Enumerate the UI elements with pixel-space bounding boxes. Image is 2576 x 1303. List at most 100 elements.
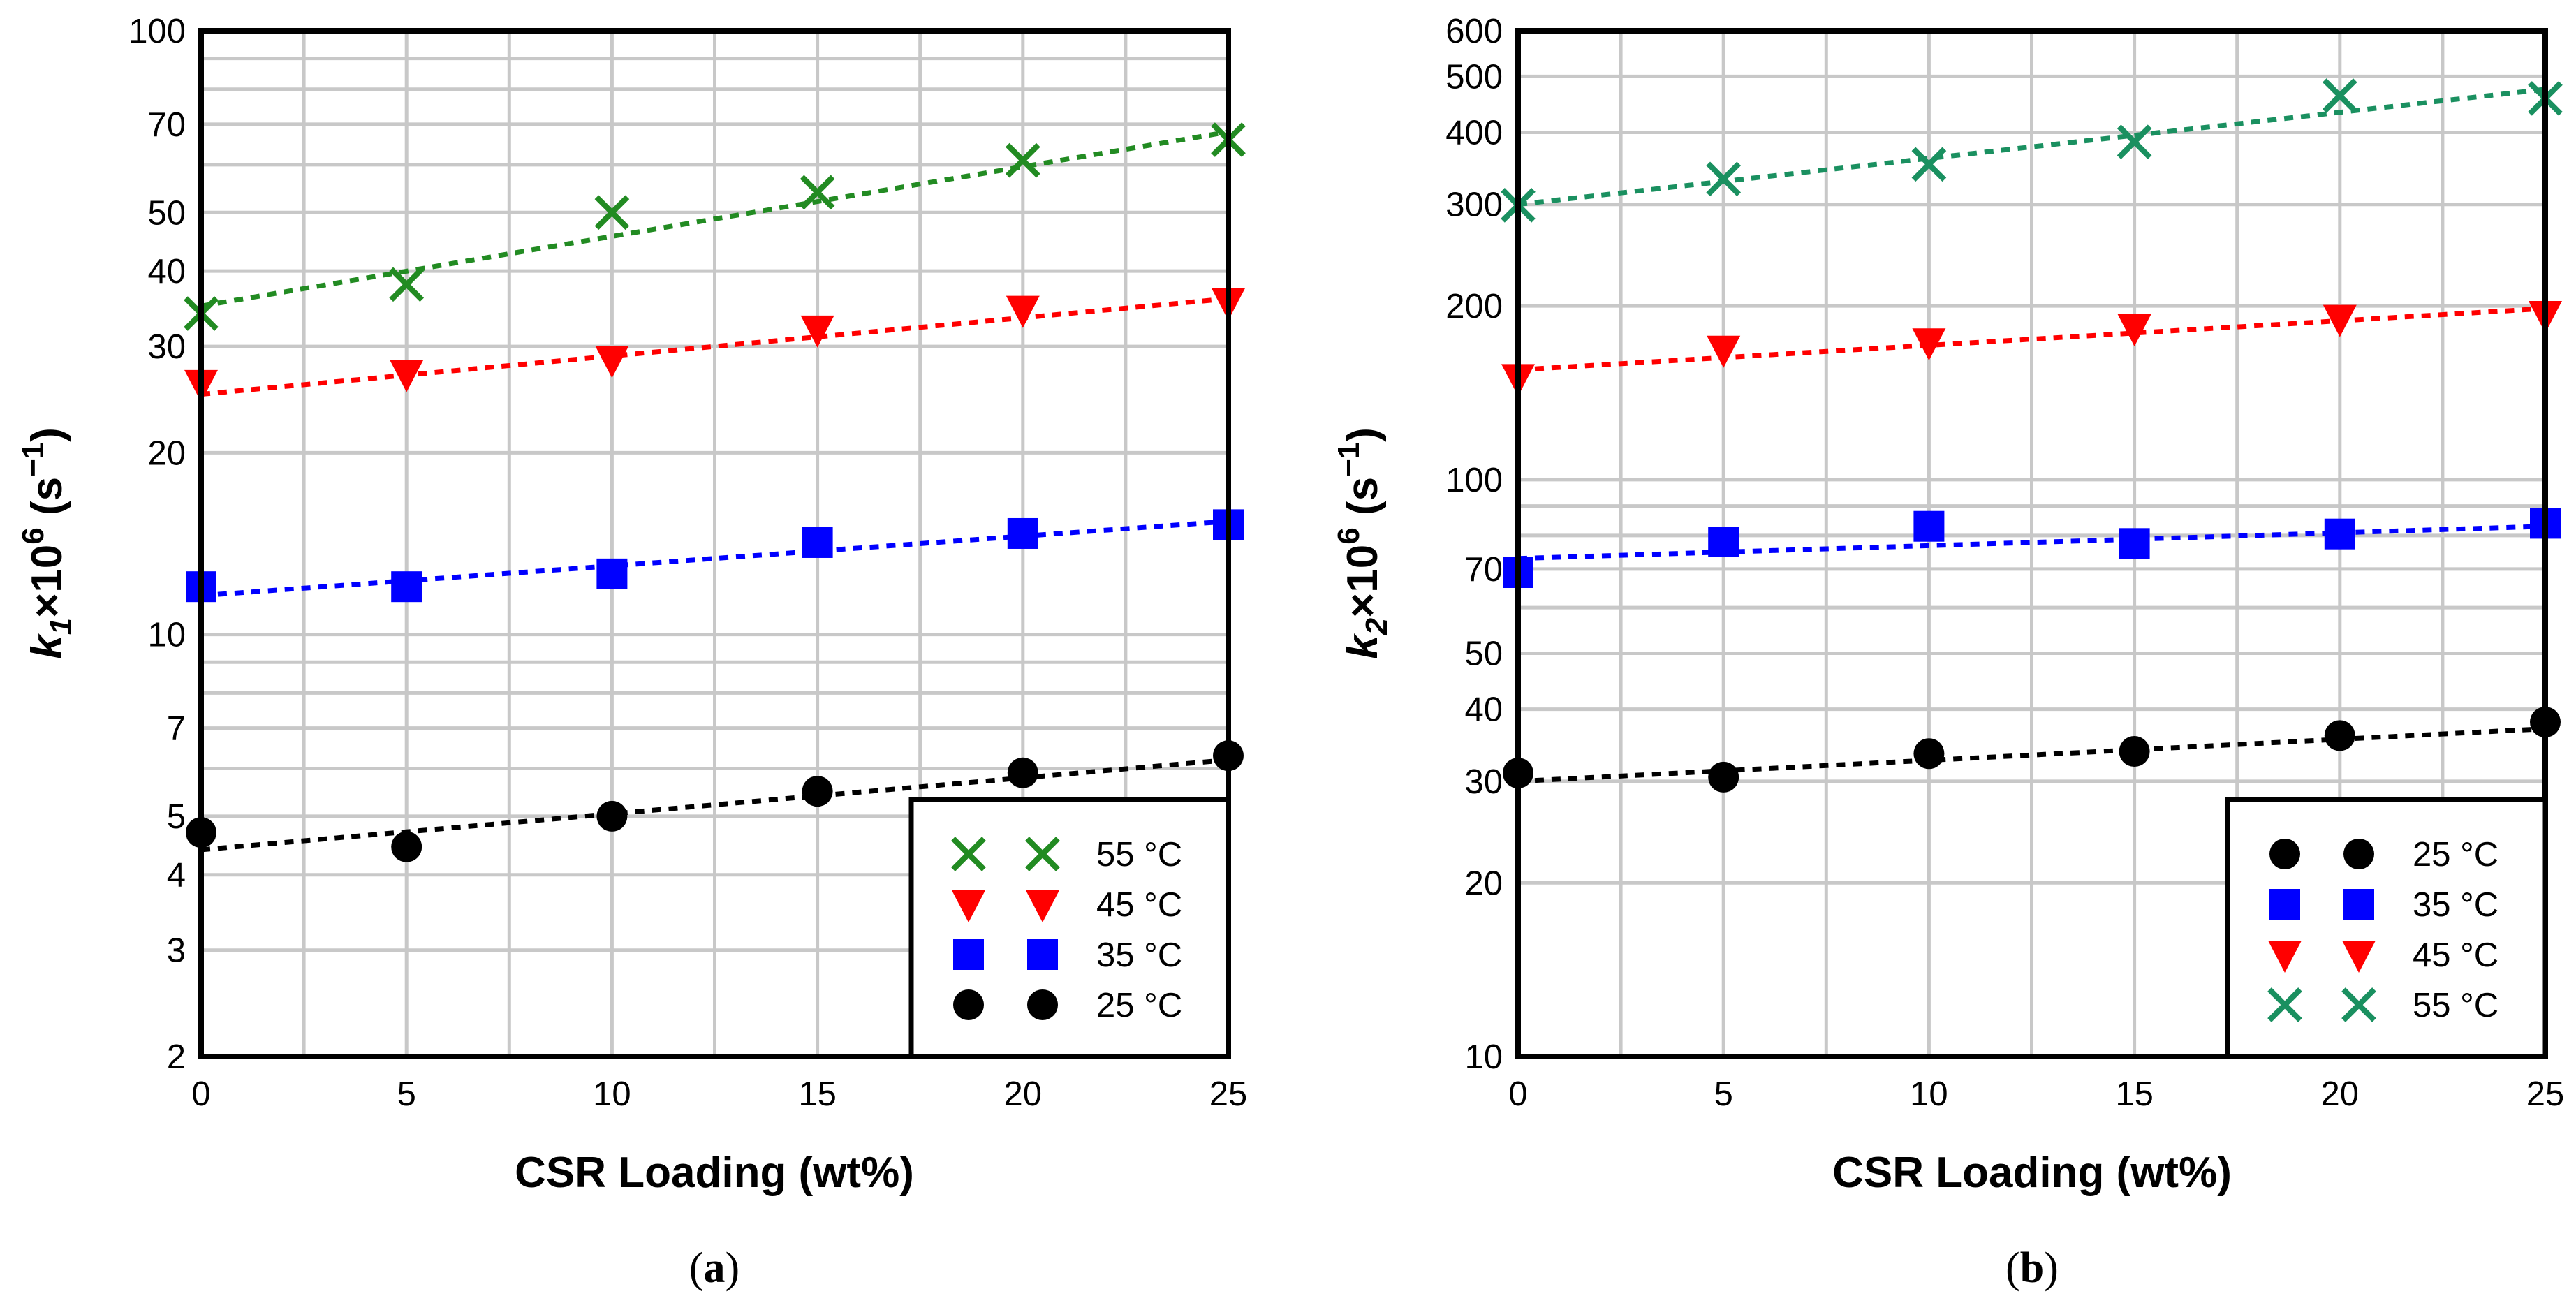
caption: (a) bbox=[689, 1244, 739, 1292]
trend-line bbox=[200, 296, 1229, 397]
y-tick-label: 400 bbox=[1445, 114, 1503, 152]
tick-labels: 0 5 10 15 20 25 10 20 30 40 50 70 100 200 300 400 500 600 bbox=[1445, 13, 2564, 1113]
data-point bbox=[1706, 161, 1742, 197]
y-tick-label: 50 bbox=[1464, 635, 1503, 673]
data-point bbox=[2117, 124, 2152, 160]
y-tick-label: 4 bbox=[167, 857, 186, 895]
y-tick-label: 500 bbox=[1445, 58, 1503, 96]
y-tick-label: 20 bbox=[1464, 864, 1503, 902]
legend: 25 °C 35 °C 45 °C 55 °C bbox=[2225, 797, 2548, 1059]
legend-marker bbox=[2341, 987, 2376, 1022]
data-point bbox=[1913, 738, 1945, 770]
tick-labels: 0 5 10 15 20 25 2 3 4 5 7 10 20 30 40 50 70 100 bbox=[128, 13, 1247, 1113]
y-tick-label: 7 bbox=[167, 710, 186, 748]
trend-lines bbox=[200, 129, 1229, 853]
data-point bbox=[802, 776, 833, 807]
y-tick-label: 3 bbox=[167, 932, 186, 970]
data-point bbox=[2323, 304, 2357, 337]
legend-label: 35 °C bbox=[2413, 886, 2498, 924]
legend-marker bbox=[952, 890, 985, 922]
x-tick-label: 25 bbox=[2526, 1075, 2565, 1113]
y-tick-label: 50 bbox=[147, 194, 186, 232]
data-point bbox=[596, 558, 628, 589]
data-point bbox=[1005, 142, 1040, 178]
data-point bbox=[2322, 78, 2357, 113]
legend-marker bbox=[2267, 987, 2302, 1022]
data-point bbox=[1708, 527, 1739, 558]
data-point bbox=[1007, 757, 1038, 788]
trend-line bbox=[1517, 306, 2546, 373]
legend-label: 55 °C bbox=[1096, 836, 1182, 874]
x-axis-title: CSR Loading (wt%) bbox=[1832, 1149, 2232, 1197]
x-tick-label: 10 bbox=[1910, 1075, 1948, 1113]
trend-line bbox=[1517, 726, 2546, 784]
y-tick-label: 100 bbox=[1445, 462, 1503, 499]
legend-marker bbox=[2343, 889, 2374, 920]
legend-marker bbox=[1027, 989, 1058, 1020]
x-tick-label: 15 bbox=[798, 1075, 837, 1113]
legend-marker bbox=[2269, 889, 2300, 920]
x-tick-label: 5 bbox=[1714, 1075, 1733, 1113]
data-point bbox=[594, 195, 630, 230]
legend-label: 45 °C bbox=[1096, 886, 1182, 924]
y-tick-label: 70 bbox=[147, 106, 186, 144]
data-point bbox=[1708, 761, 1739, 793]
legend-marker bbox=[2268, 941, 2302, 973]
data-points bbox=[184, 122, 1246, 862]
x-tick-label: 5 bbox=[397, 1075, 416, 1113]
x-tick-label: 10 bbox=[593, 1075, 631, 1113]
data-point bbox=[595, 346, 629, 378]
data-point bbox=[389, 267, 425, 302]
data-point bbox=[391, 831, 422, 862]
caption: (b) bbox=[2005, 1244, 2059, 1292]
y-tick-label: 100 bbox=[128, 13, 186, 50]
data-point bbox=[800, 315, 834, 348]
data-point bbox=[2324, 518, 2355, 550]
y-axis-title: k2×106 (s−1) bbox=[1332, 427, 1394, 659]
trend-line bbox=[1517, 524, 2546, 561]
y-tick-label: 5 bbox=[167, 798, 186, 836]
data-point bbox=[800, 175, 835, 210]
data-point bbox=[1707, 335, 1741, 368]
legend-marker bbox=[2342, 941, 2376, 973]
data-point bbox=[1913, 510, 1945, 542]
y-tick-label: 20 bbox=[147, 434, 186, 472]
legend-marker bbox=[1027, 939, 1058, 970]
legend-marker bbox=[953, 939, 984, 970]
y-tick-label: 300 bbox=[1445, 186, 1503, 224]
x-tick-label: 0 bbox=[1508, 1075, 1527, 1113]
x-tick-label: 0 bbox=[191, 1075, 210, 1113]
legend-marker bbox=[1026, 890, 1059, 922]
y-tick-label: 10 bbox=[1464, 1038, 1503, 1076]
legend-label: 55 °C bbox=[2413, 987, 2498, 1024]
y-tick-label: 600 bbox=[1445, 13, 1503, 50]
legend-label: 25 °C bbox=[1096, 987, 1182, 1024]
plot-frame bbox=[1515, 28, 2548, 1059]
legend-marker bbox=[1025, 837, 1060, 871]
x-tick-label: 20 bbox=[1004, 1075, 1043, 1113]
legend-marker bbox=[951, 837, 986, 871]
plot-frame bbox=[198, 28, 1231, 1059]
legend-marker bbox=[2269, 839, 2300, 869]
legend-marker bbox=[953, 989, 984, 1020]
legend: 55 °C 45 °C 35 °C 25 °C bbox=[908, 797, 1231, 1059]
y-tick-label: 2 bbox=[167, 1038, 186, 1076]
data-point bbox=[2324, 720, 2355, 751]
y-tick-label: 200 bbox=[1445, 288, 1503, 325]
data-point bbox=[390, 360, 424, 392]
data-point bbox=[1911, 147, 1947, 182]
data-point bbox=[1007, 517, 1038, 549]
data-point bbox=[391, 571, 422, 603]
y-tick-label: 10 bbox=[147, 617, 186, 654]
legend-label: 45 °C bbox=[2413, 936, 2498, 974]
trend-line bbox=[200, 129, 1229, 309]
x-tick-label: 15 bbox=[2115, 1075, 2154, 1113]
y-tick-label: 40 bbox=[147, 253, 186, 290]
data-point bbox=[802, 527, 833, 558]
data-point bbox=[1006, 295, 1040, 328]
y-tick-label: 30 bbox=[1464, 763, 1503, 801]
trend-line bbox=[200, 519, 1229, 598]
data-point bbox=[2117, 314, 2151, 347]
y-tick-label: 70 bbox=[1464, 551, 1503, 589]
